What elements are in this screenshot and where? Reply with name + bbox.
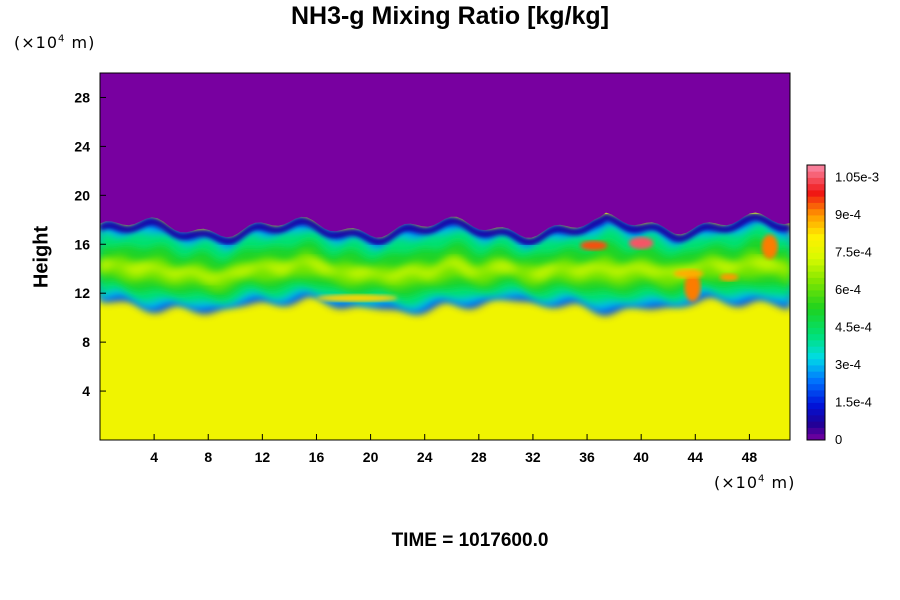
colorbar-segment — [807, 333, 825, 341]
colorbar-segment — [807, 240, 825, 247]
colorbar-segment — [807, 315, 825, 322]
mixing-band — [100, 250, 790, 291]
colorbar-segment — [807, 308, 825, 316]
high-value-patch — [673, 269, 704, 278]
colorbar-segment — [807, 408, 825, 416]
colorbar-segment — [807, 421, 825, 428]
colorbar-segment — [807, 302, 825, 310]
y-tick-label: 20 — [74, 187, 90, 203]
colorbar-segment — [807, 327, 825, 335]
colorbar-segment — [807, 215, 825, 222]
colorbar-segment — [807, 258, 825, 266]
chart-title: NH3-g Mixing Ratio [kg/kg] — [290, 2, 610, 30]
colorbar-segment — [807, 365, 825, 372]
colorbar-tick-label: 1.05e-3 — [835, 170, 879, 185]
x-tick-label: 16 — [309, 449, 325, 465]
colorbar-segment — [807, 296, 825, 303]
y-ticks: 4 8 12 16 20 24 28 — [74, 89, 106, 399]
y-tick-label: 16 — [74, 236, 90, 252]
colorbar-segment — [807, 321, 825, 328]
x-tick-label: 8 — [204, 449, 212, 465]
x-tick-label: 32 — [525, 449, 541, 465]
plot-frame — [99, 72, 791, 441]
high-value-patch — [719, 273, 739, 281]
colorbar-tick-label: 1.5e-4 — [835, 395, 872, 410]
colorbar-tick-label: 6e-4 — [835, 282, 861, 297]
x-tick-label: 44 — [688, 449, 704, 465]
high-value-patch — [684, 272, 701, 302]
colorbar-segment — [807, 271, 825, 278]
y-tick-label: 12 — [74, 285, 90, 301]
y-tick-label: 24 — [74, 138, 90, 154]
colorbar-segment — [807, 427, 825, 435]
colorbar: 0 1.5e-4 3e-4 4.5e-4 6e-4 7.5e-4 9e-4 1.05e-3 — [806, 164, 879, 447]
colorbar-segment — [807, 283, 825, 291]
colorbar-tick-label: 7.5e-4 — [835, 245, 872, 260]
colorbar-segment — [807, 340, 825, 347]
x-unit-label: (×104 m) — [714, 473, 796, 492]
colorbar-segment — [807, 190, 825, 197]
colorbar-segment — [807, 383, 825, 391]
mixing-top-edge — [100, 213, 790, 246]
colorbar-segment — [807, 227, 825, 235]
colorbar-segment — [807, 277, 825, 285]
colorbar-segment — [807, 265, 825, 272]
colorbar-segment — [807, 171, 825, 178]
colorbar-segment — [807, 377, 825, 385]
colorbar-segment — [807, 183, 825, 191]
colorbar-tick-label: 4.5e-4 — [835, 320, 872, 335]
colorbar-segment — [807, 208, 825, 216]
colorbar-segment — [807, 246, 825, 253]
mixing-band — [100, 256, 790, 283]
colorbar-segment — [807, 196, 825, 203]
colorbar-segment — [807, 402, 825, 410]
colorbar-segment — [807, 358, 825, 366]
x-tick-label: 28 — [471, 449, 487, 465]
x-tick-label: 24 — [417, 449, 433, 465]
high-value-patch — [316, 294, 398, 302]
x-tick-label: 48 — [742, 449, 758, 465]
colorbar-tick-label: 3e-4 — [835, 357, 861, 372]
x-tick-label: 40 — [633, 449, 649, 465]
colorbar-segment — [807, 290, 825, 297]
y-unit-label: (×104 m) — [14, 33, 96, 52]
colorbar-segment — [807, 415, 825, 422]
y-tick-label: 4 — [82, 383, 90, 399]
colorbar-segment — [807, 252, 825, 260]
x-tick-label: 12 — [255, 449, 271, 465]
colorbar-frame — [806, 164, 826, 441]
colorbar-segment — [807, 221, 825, 228]
x-tick-label: 36 — [579, 449, 595, 465]
y-tick-label: 28 — [74, 89, 90, 105]
colorbar-segment — [807, 233, 825, 241]
upper-layer — [100, 73, 790, 238]
colorbar-segment — [807, 352, 825, 360]
colorbar-tick-label: 0 — [835, 432, 842, 447]
high-value-patch — [629, 236, 654, 250]
colorbar-segment — [807, 202, 825, 210]
high-value-patch — [761, 234, 778, 259]
time-label: TIME = 1017600.0 — [391, 530, 549, 551]
colorbar-segment — [807, 433, 825, 441]
colorbar-segment — [807, 177, 825, 185]
colorbar-segment — [807, 165, 825, 172]
plot-area — [100, 73, 790, 440]
colorbar-tick-label: 9e-4 — [835, 207, 861, 222]
x-tick-label: 4 — [150, 449, 158, 465]
high-value-patch — [580, 240, 608, 251]
colorbar-segment — [807, 371, 825, 378]
colorbar-segment — [807, 390, 825, 397]
colorbar-segment — [807, 346, 825, 353]
x-tick-label: 20 — [363, 449, 379, 465]
x-ticks: 4 8 12 16 20 24 28 32 36 40 44 48 — [150, 434, 757, 465]
colorbar-segment — [807, 396, 825, 403]
y-tick-label: 8 — [82, 334, 90, 350]
